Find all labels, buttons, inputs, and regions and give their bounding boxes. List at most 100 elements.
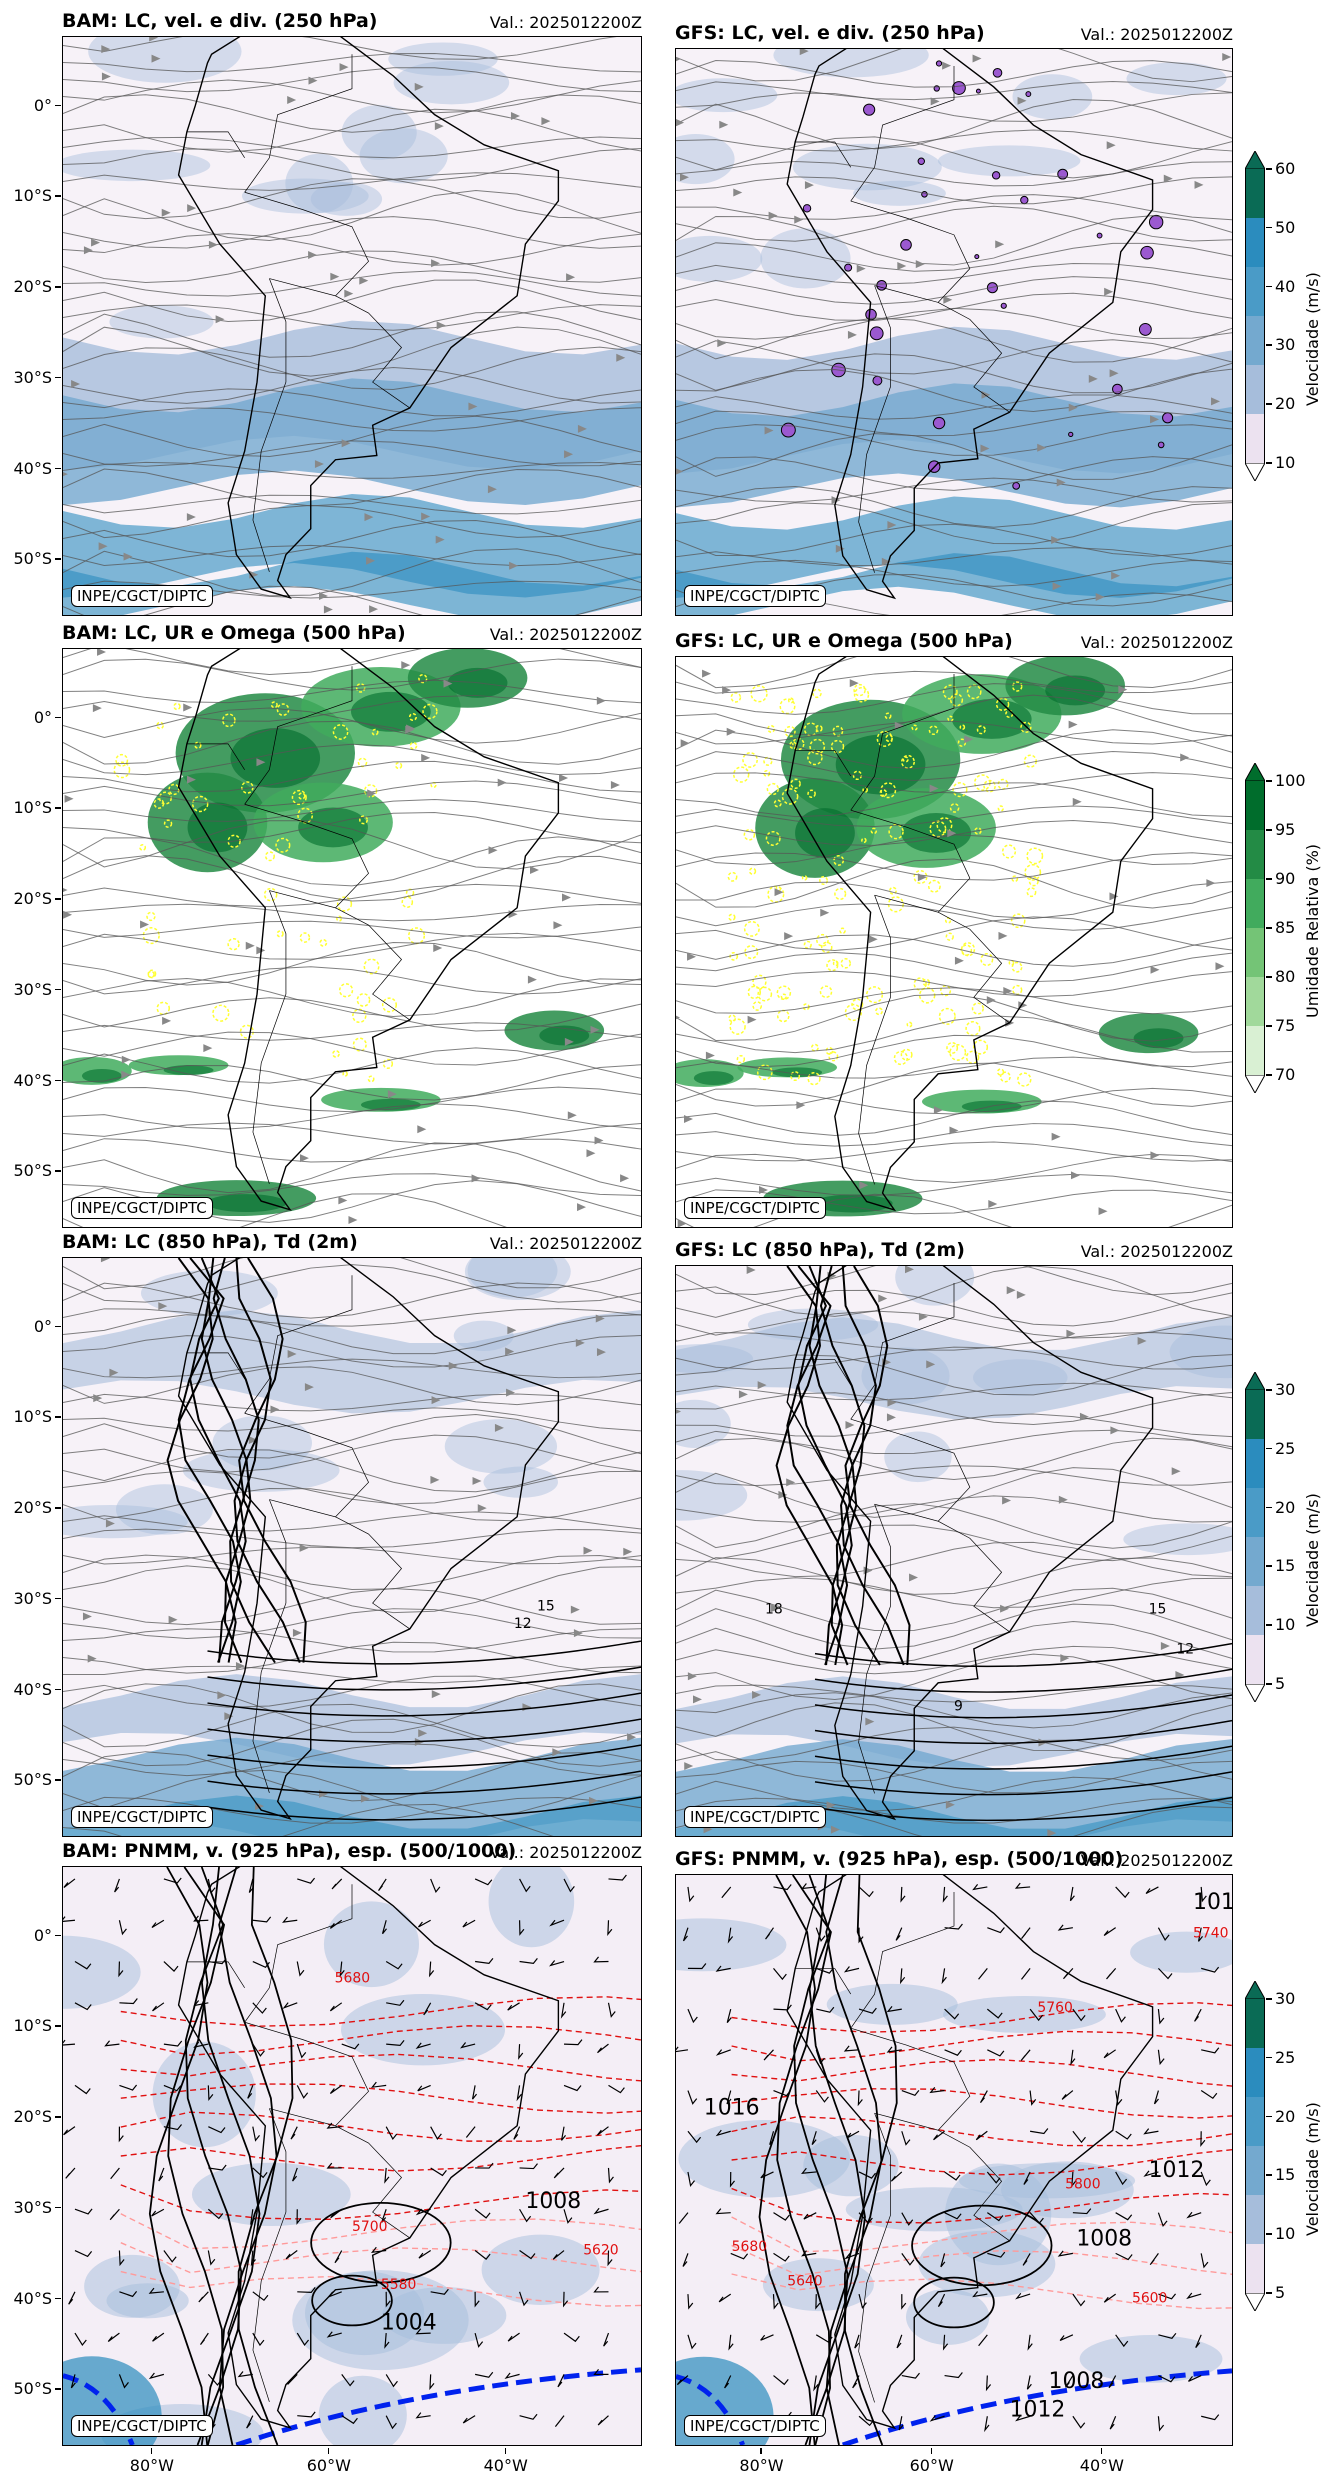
right-map-panel[interactable]: INPE/CGCT/DIPTC: [675, 48, 1233, 616]
colorbar-tick-label: 80: [1265, 967, 1296, 986]
colorbar-tick-label: 90: [1265, 869, 1296, 888]
left-panel-valid-time: Val.: 2025012200Z: [489, 1234, 642, 1253]
colorbar-tick-label: 10: [1265, 1615, 1296, 1635]
credit-badge: INPE/CGCT/DIPTC: [684, 2415, 826, 2437]
left-map-panel[interactable]: INPE/CGCT/DIPTC: [62, 36, 642, 616]
left-panel-title: BAM: LC (850 hPa), Td (2m): [62, 1231, 358, 1253]
y-tick-label: 10°S: [2, 2016, 61, 2035]
right-map-panel[interactable]: 1016 1016 1012 1008 1008 1012 5740 5760 5800 5680…: [675, 1874, 1233, 2446]
contour-label: 1012: [1010, 2397, 1066, 2422]
left-panel-title: BAM: PNMM, v. (925 hPa), esp. (500/1000): [62, 1840, 517, 1862]
left-panel-title: BAM: LC, UR e Omega (500 hPa): [62, 622, 406, 644]
colorbar-tick-label: 5: [1265, 1674, 1286, 1693]
colorbar-segment: [1245, 1537, 1265, 1586]
colorbar-segment: [1245, 169, 1265, 218]
colorbar-tick-label: 10: [1265, 2224, 1296, 2244]
colorbar-extend-arrows: [1245, 151, 1265, 481]
colorbar-tick-label: 75: [1265, 1016, 1296, 1035]
left-map-panel[interactable]: 15 12 INPE/CGCT/DIPTC: [62, 1257, 642, 1837]
colorbar-segment: [1245, 2048, 1265, 2097]
colorbar-segment: [1245, 781, 1265, 830]
contour-label: 15: [1149, 1602, 1167, 1618]
y-tick-label: 10°S: [2, 186, 61, 205]
colorbar-tick-label: 15: [1265, 1556, 1296, 1576]
colorbar-segment: [1245, 1026, 1265, 1075]
colorbar-segment: [1245, 2244, 1265, 2293]
y-tick-label: 20°S: [2, 277, 61, 296]
contour-label: 1004: [381, 2310, 437, 2335]
colorbar-tick-label: 20: [1265, 2106, 1296, 2126]
y-tick-label: 50°S: [2, 1161, 61, 1180]
colorbar-tick-label: 50: [1265, 217, 1296, 237]
credit-badge: INPE/CGCT/DIPTC: [684, 1197, 826, 1219]
y-tick-label: 30°S: [2, 1589, 61, 1608]
left-map-panel[interactable]: INPE/CGCT/DIPTC: [62, 648, 642, 1228]
y-tick-label: 0°: [2, 708, 61, 727]
y-tick-label: 10°S: [2, 798, 61, 817]
right-panel-valid-time: Val.: 2025012200Z: [1080, 25, 1233, 44]
map-canvas: [676, 49, 1232, 615]
y-tick-label: 20°S: [2, 889, 61, 908]
colorbar-segment: [1245, 1439, 1265, 1488]
credit-badge: INPE/CGCT/DIPTC: [71, 2415, 213, 2437]
x-tick-label: 40°W: [1072, 2448, 1132, 2475]
colorbar-segment: [1245, 879, 1265, 928]
colorbar-segment: [1245, 928, 1265, 977]
credit-badge: INPE/CGCT/DIPTC: [71, 585, 213, 607]
map-canvas: 1008 1004 5680 5700 5620 5580: [63, 1867, 641, 2445]
contour-label: 5680: [732, 2239, 767, 2255]
colorbar-segment: [1245, 1999, 1265, 2048]
map-canvas: [63, 649, 641, 1227]
y-tick-label: 40°S: [2, 1680, 61, 1699]
colorbar-label: Velocidade (m/s): [1303, 1493, 1322, 1627]
right-map-panel[interactable]: INPE/CGCT/DIPTC: [675, 656, 1233, 1228]
colorbar-tick-label: 95: [1265, 820, 1296, 839]
colorbar-tick-label: 60: [1265, 159, 1296, 178]
left-map-panel[interactable]: 1008 1004 5680 5700 5620 5580 INPE/CGCT/DIPTC: [62, 1866, 642, 2446]
y-tick-label: 10°S: [2, 1407, 61, 1426]
y-tick-label: 20°S: [2, 2107, 61, 2126]
colorbar-tick-label: 20: [1265, 1497, 1296, 1517]
credit-badge: INPE/CGCT/DIPTC: [71, 1806, 213, 1828]
colorbar-tick-label: 25: [1265, 1438, 1296, 1458]
colorbar-tick-label: 25: [1265, 2047, 1296, 2067]
colorbar: 30 25 20 15 10 5: [1245, 1981, 1295, 2311]
colorbar-segment: [1245, 1586, 1265, 1635]
y-tick-label: 30°S: [2, 980, 61, 999]
contour-label: 5740: [1193, 1926, 1228, 1942]
contour-label: 5680: [335, 1971, 370, 1987]
right-map-panel[interactable]: 18 15 12 9 INPE/CGCT/DIPTC: [675, 1265, 1233, 1837]
x-tick-label: 80°W: [122, 2448, 182, 2475]
contour-label: 1008: [525, 2189, 581, 2214]
contour-label: 5600: [1132, 2290, 1167, 2306]
colorbar-segment: [1245, 316, 1265, 365]
colorbar-segment: [1245, 2097, 1265, 2146]
colorbar-segment: [1245, 2195, 1265, 2244]
y-tick-label: 0°: [2, 96, 61, 115]
y-tick-label: 50°S: [2, 1770, 61, 1789]
x-tick-label: 60°W: [902, 2448, 962, 2475]
contour-label: 1012: [1149, 2158, 1205, 2183]
colorbar-tick-label: 85: [1265, 918, 1296, 937]
colorbar-segment: [1245, 414, 1265, 463]
credit-badge: INPE/CGCT/DIPTC: [71, 1197, 213, 1219]
colorbar-label: Velocidade (m/s): [1303, 2102, 1322, 2236]
contour-label: 5640: [787, 2273, 822, 2289]
credit-badge: INPE/CGCT/DIPTC: [684, 585, 826, 607]
y-tick-label: 50°S: [2, 549, 61, 568]
colorbar: 60 50 40 30 20 10: [1245, 151, 1295, 481]
colorbar-tick-label: 40: [1265, 276, 1296, 296]
colorbar-segment: [1245, 830, 1265, 879]
contour-label: 12: [1176, 1642, 1194, 1658]
contour-label: 5760: [1037, 2000, 1072, 2016]
colorbar-tick-label: 30: [1265, 1989, 1296, 2008]
x-tick-label: 40°W: [476, 2448, 536, 2475]
contour-label: 1008: [1076, 2226, 1132, 2251]
y-tick-label: 0°: [2, 1926, 61, 1945]
colorbar-tick-label: 70: [1265, 1065, 1296, 1084]
y-tick-label: 30°S: [2, 368, 61, 387]
contour-label: 5700: [352, 2219, 387, 2235]
colorbar-tick-label: 10: [1265, 453, 1296, 472]
right-panel-title: GFS: PNMM, v. (925 hPa), esp. (500/1000): [675, 1848, 1124, 1870]
colorbar-tick-label: 30: [1265, 1380, 1296, 1399]
